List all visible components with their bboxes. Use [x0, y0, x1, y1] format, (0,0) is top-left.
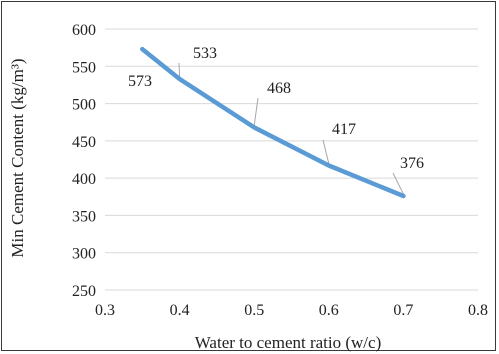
- x-axis-title: Water to cement ratio (w/c): [195, 333, 382, 352]
- y-tick-label: 350: [72, 208, 96, 225]
- data-label-leader: [253, 97, 259, 126]
- y-tick-label: 400: [72, 171, 96, 188]
- y-axis-title: Min Cement Content (kg/m³): [8, 58, 27, 257]
- y-tick-label: 550: [72, 59, 96, 76]
- data-label: 417: [332, 121, 356, 138]
- y-tick-label: 300: [72, 246, 96, 263]
- x-tick-label: 0.6: [319, 302, 339, 319]
- data-label-leaders: [178, 62, 404, 195]
- data-label-leader: [322, 139, 330, 164]
- y-tick-label: 450: [72, 134, 96, 151]
- data-label: 468: [267, 80, 291, 97]
- data-label-leader: [178, 62, 181, 77]
- data-label: 573: [128, 73, 152, 90]
- x-axis-ticks: 0.3 0.4 0.5 0.6 0.7 0.8: [95, 302, 488, 319]
- x-tick-label: 0.3: [95, 302, 115, 319]
- x-tick-label: 0.4: [170, 302, 190, 319]
- x-tick-label: 0.7: [393, 302, 413, 319]
- data-label-leader: [392, 172, 404, 195]
- y-tick-label: 500: [72, 97, 96, 114]
- series-line: [140, 46, 406, 199]
- data-label: 376: [400, 155, 424, 172]
- y-tick-label: 600: [72, 22, 96, 39]
- y-tick-label: 250: [72, 283, 96, 300]
- x-tick-label: 0.8: [468, 302, 488, 319]
- series-layer: [140, 46, 406, 199]
- y-axis-ticks: 250 300 350 400 450 500 550 600: [72, 22, 96, 300]
- gridlines: [105, 28, 478, 291]
- data-labels: 573 533 468 417 376: [128, 45, 424, 172]
- x-tick-label: 0.5: [244, 302, 264, 319]
- data-label: 533: [193, 45, 217, 62]
